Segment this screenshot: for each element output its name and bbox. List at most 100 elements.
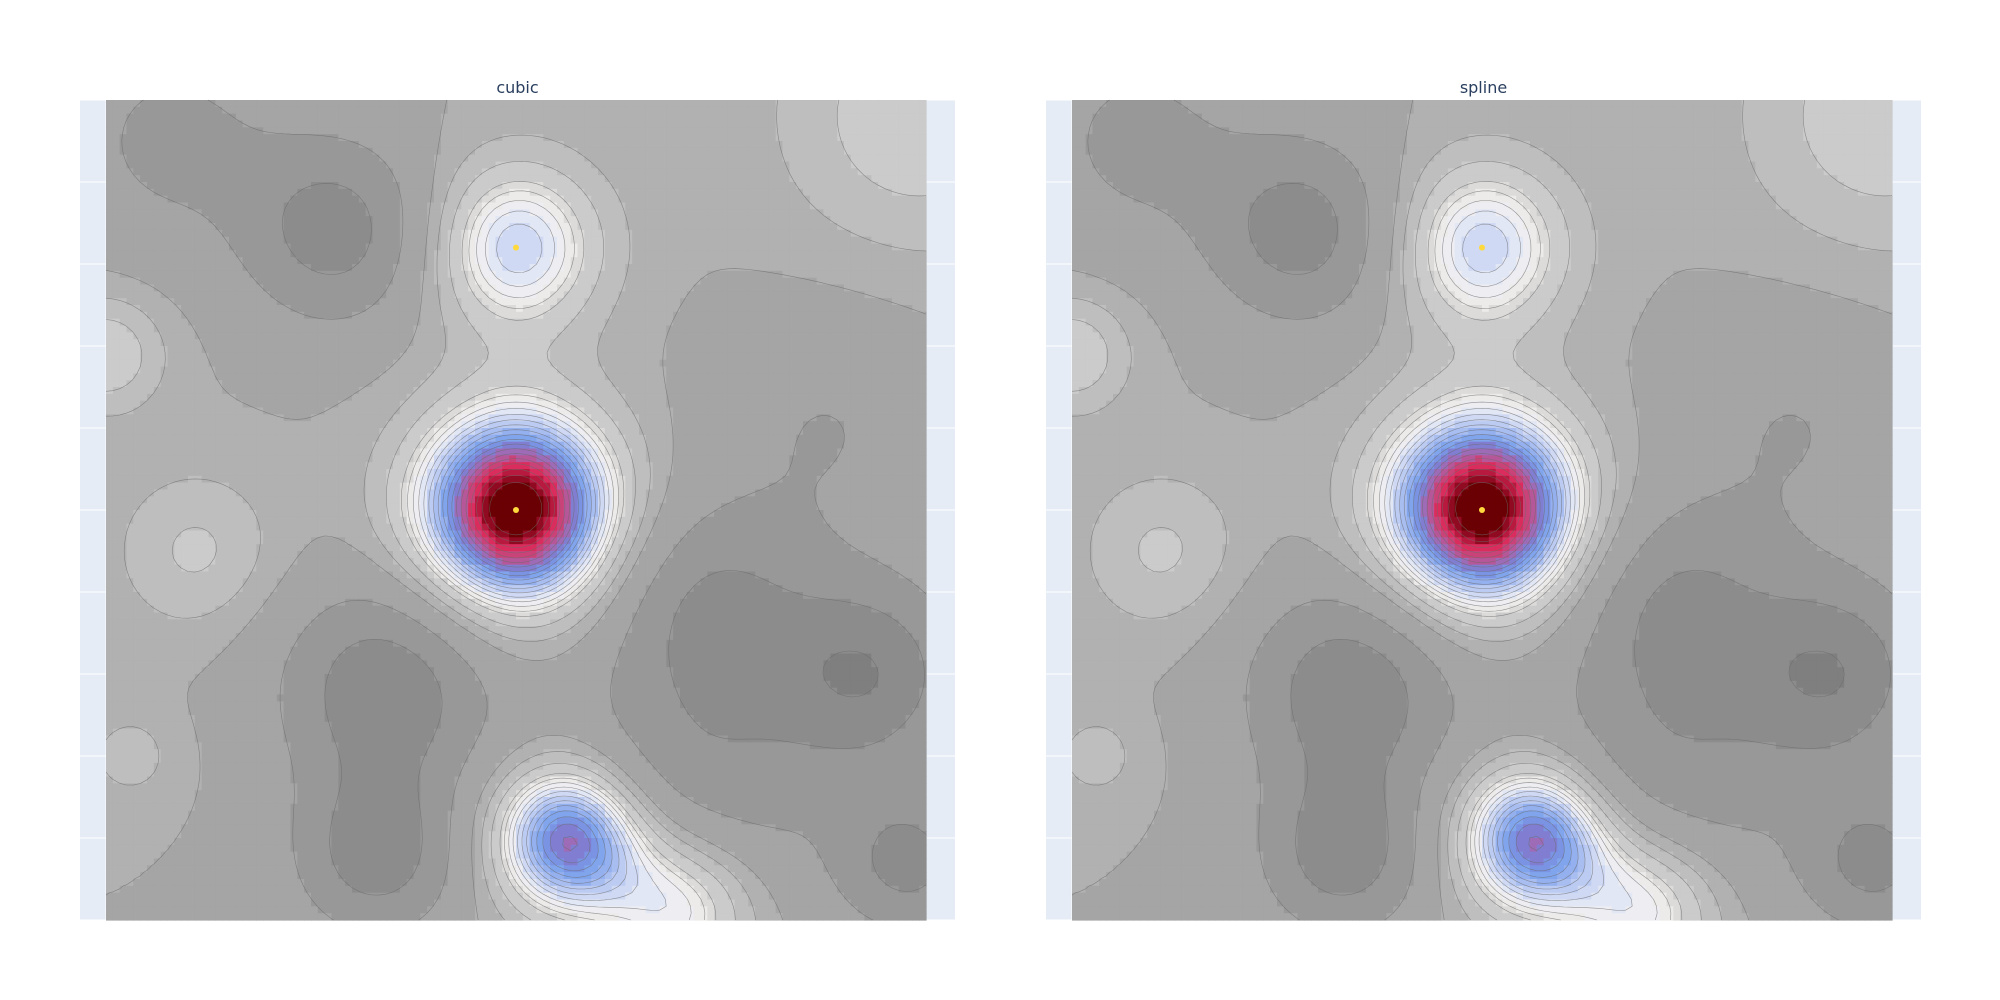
contour-cell [680,223,688,231]
contour-cell [502,202,510,210]
contour-cell [741,359,749,368]
contour-cell [276,141,285,149]
contour-cell [181,373,189,381]
contour-cell [816,250,825,258]
contour-cell [468,100,476,108]
contour-cell [529,264,538,272]
contour-cell [167,113,175,122]
contour-cell [358,366,367,374]
contour-cell [830,346,838,354]
contour-cell [434,134,442,142]
contour-cell [898,311,907,320]
contour-cell [898,373,907,381]
contour-cell [536,113,544,122]
contour-cell [652,216,661,224]
contour-cell [550,264,558,272]
contour-cell [461,216,469,224]
contour-cell [789,223,797,231]
contour-cell [140,195,148,204]
contour-cell [317,257,326,265]
contour-cell [413,298,421,306]
contour-cell [413,339,421,347]
contour-cell [311,298,319,306]
contour-cell [652,182,661,190]
contour-cell [263,359,271,368]
contour-cell [311,277,319,286]
contour-cell [263,209,271,217]
contour-cell [256,216,264,224]
contour-cell [256,373,264,381]
contour-cell [796,257,804,265]
contour-cell [618,134,626,142]
contour-cell [181,100,189,108]
contour-cell [625,175,633,183]
contour-cell [147,195,155,204]
contour-cell [235,380,244,388]
contour-cell [317,100,326,108]
contour-cell [659,250,667,258]
contour-cell [119,291,128,299]
contour-cell [311,325,319,333]
contour-cell [563,352,572,361]
contour-cell [762,236,770,245]
contour-cell [536,250,544,258]
contour-cell [147,134,155,142]
contour-cell [550,346,558,354]
contour-cell [393,147,401,156]
contour-cell [823,291,831,299]
contour-cell [611,243,620,251]
contour-cell [208,332,216,340]
contour-cell [516,161,524,169]
contour-cell [809,243,818,251]
contour-cell [632,175,640,183]
cubic-contour-plot[interactable] [80,0,955,1000]
contour-cell [673,216,681,224]
contour-cell [844,161,852,169]
contour-cell [406,120,415,128]
contour-cell [509,332,517,340]
contour-cell [372,175,380,183]
contour-cell [741,305,749,313]
contour-cell [645,229,654,238]
contour-cell [509,168,517,176]
contour-cell [557,298,565,306]
contour-cell [748,195,756,204]
contour-cell [645,332,654,340]
contour-cell [611,284,620,292]
contour-cell [741,298,749,306]
contour-cell [755,339,763,347]
contour-cell [297,352,305,361]
contour-cell [147,127,155,135]
contour-cell [181,168,189,176]
contour-cell [413,257,421,265]
contour-cell [891,359,900,368]
contour-cell [618,352,626,361]
contour-cell [447,202,456,210]
contour-cell [379,188,387,197]
contour-cell [153,270,162,279]
contour-cell [133,161,141,169]
contour-cell [803,311,811,320]
contour-cell [283,188,292,197]
contour-cell [632,277,640,286]
contour-cell [126,277,134,286]
contour-cell [461,339,469,347]
contour-cell [830,366,838,374]
contour-cell [352,209,360,217]
contour-cell [611,270,620,279]
contour-cell [133,202,141,210]
contour-cell [741,318,749,327]
contour-cell [290,339,298,347]
contour-cell [126,291,134,299]
contour-cell [584,120,592,128]
contour-cell [420,147,428,156]
contour-cell [864,346,872,354]
contour-cell [447,188,456,197]
contour-cell [502,209,510,217]
contour-cell [598,175,606,183]
contour-cell [263,154,271,163]
contour-cell [680,291,688,299]
contour-cell [406,243,415,251]
contour-cell [604,366,613,374]
contour-cell [290,147,298,156]
